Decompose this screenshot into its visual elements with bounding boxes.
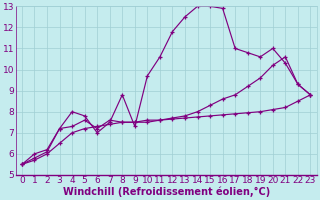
- X-axis label: Windchill (Refroidissement éolien,°C): Windchill (Refroidissement éolien,°C): [62, 187, 270, 197]
